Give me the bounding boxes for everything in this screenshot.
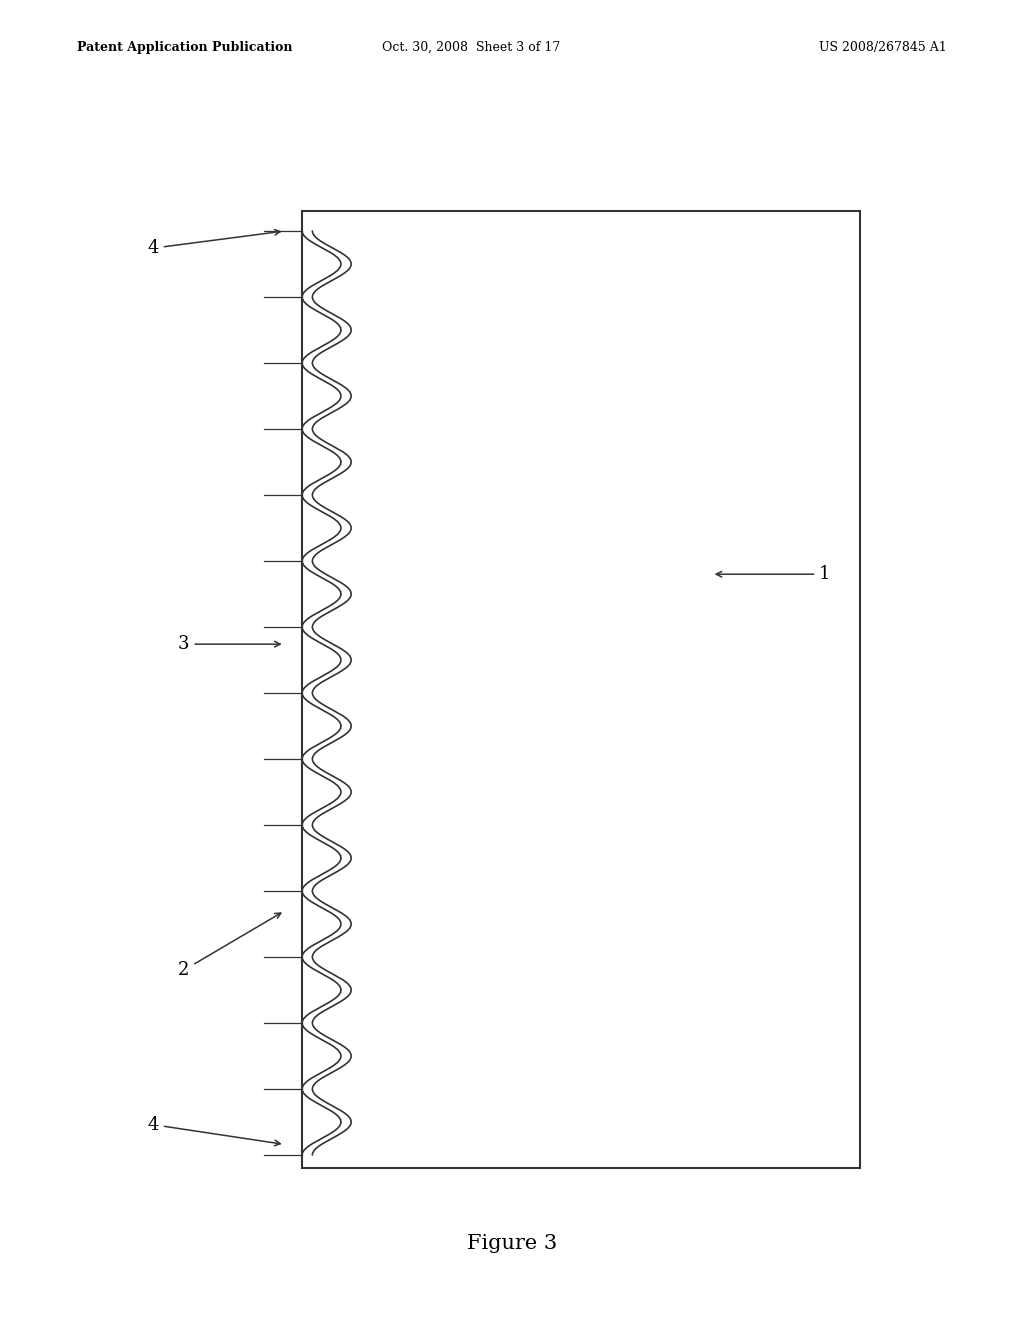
Text: 1: 1 (716, 565, 830, 583)
Text: 4: 4 (147, 230, 281, 257)
Text: 4: 4 (147, 1115, 281, 1146)
Text: Oct. 30, 2008  Sheet 3 of 17: Oct. 30, 2008 Sheet 3 of 17 (382, 41, 560, 54)
Text: US 2008/267845 A1: US 2008/267845 A1 (819, 41, 947, 54)
Text: Figure 3: Figure 3 (467, 1234, 557, 1253)
Text: 3: 3 (178, 635, 281, 653)
Text: Patent Application Publication: Patent Application Publication (77, 41, 292, 54)
Text: 2: 2 (178, 913, 281, 979)
Bar (302, 211, 860, 1168)
